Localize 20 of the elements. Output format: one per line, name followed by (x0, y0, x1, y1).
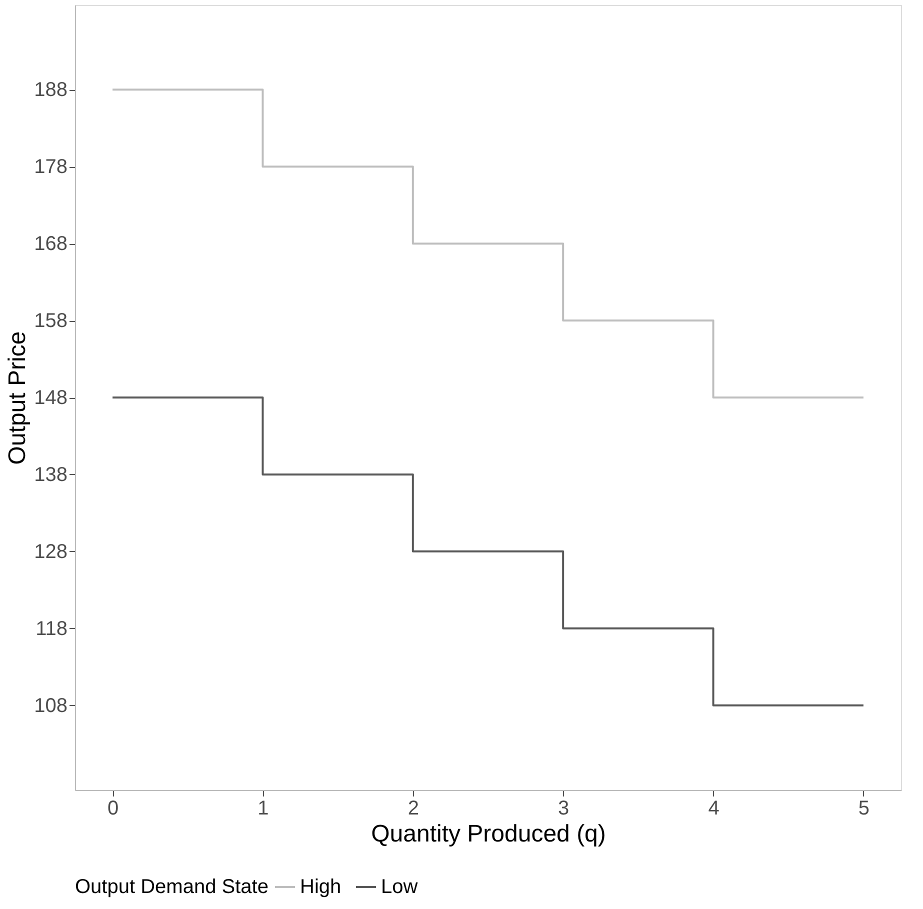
legend-label: High (300, 876, 342, 898)
legend-label: Low (381, 876, 418, 898)
x-tick-label: 4 (708, 798, 720, 820)
y-tick-label: 168 (34, 233, 68, 256)
y-axis-title: Output Price (4, 331, 32, 465)
y-tick-label: 188 (34, 79, 68, 102)
x-tick-label: 2 (408, 798, 419, 820)
y-tick-label: 128 (34, 540, 68, 563)
legend-title: Output Demand State (75, 876, 268, 898)
x-tick-label: 5 (858, 798, 870, 820)
y-tick-label: 148 (34, 387, 68, 409)
x-tick-label: 0 (107, 798, 119, 820)
y-tick-label: 158 (34, 310, 68, 332)
y-tick-label: 108 (34, 694, 68, 717)
x-tick-label: 3 (558, 798, 570, 820)
x-axis-title: Quantity Produced (q) (371, 820, 606, 848)
y-tick-label: 138 (34, 464, 68, 486)
y-tick-label: 118 (36, 618, 68, 640)
x-tick-label: 1 (258, 798, 269, 820)
y-tick-label: 178 (34, 156, 68, 178)
